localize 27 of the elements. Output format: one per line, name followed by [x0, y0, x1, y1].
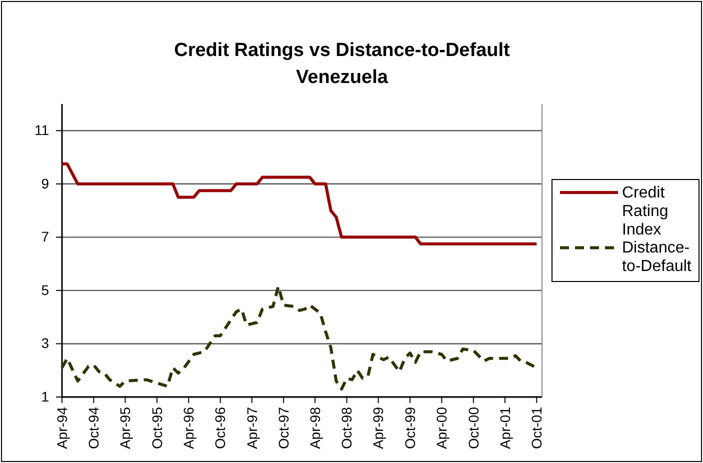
y-tick-label: 3 — [41, 335, 50, 352]
x-tick-label: Oct-00 — [465, 406, 482, 450]
legend-label: Credit Rating Index — [622, 184, 668, 238]
x-tick-label: Apr-01 — [496, 406, 513, 450]
x-tick-label: Apr-94 — [54, 406, 70, 450]
x-tick-label: Oct-97 — [275, 406, 292, 450]
legend-label: Distance-to-Default — [622, 240, 692, 276]
y-tick-label: 9 — [41, 175, 50, 192]
x-tick-label: Apr-97 — [244, 406, 260, 450]
x-tick-label: Oct-96 — [212, 406, 228, 450]
line-series — [60, 162, 538, 246]
x-tick-label: Apr-99 — [370, 406, 386, 450]
x-tick-label: Oct-95 — [148, 406, 165, 450]
x-tick-label: Oct-01 — [528, 406, 545, 450]
x-tick-label: Oct-98 — [338, 406, 355, 450]
x-tick-label: Apr-96 — [180, 406, 197, 450]
x-tick-label: Apr-95 — [117, 406, 134, 450]
y-tick-label: 7 — [41, 228, 50, 245]
y-tick-label: 1 — [41, 388, 50, 404]
x-tick-label: Oct-94 — [86, 406, 102, 450]
chart-title: Credit Ratings vs Distance-to-Default — [174, 40, 511, 61]
x-tick-label: Apr-98 — [306, 406, 323, 450]
x-tick-label: Oct-99 — [402, 406, 418, 450]
y-tick-label: 5 — [41, 282, 50, 298]
y-tick-label: 11 — [34, 122, 50, 138]
x-tick-label: Apr-00 — [434, 406, 450, 450]
chart-subtitle: Venezuela — [296, 67, 388, 88]
